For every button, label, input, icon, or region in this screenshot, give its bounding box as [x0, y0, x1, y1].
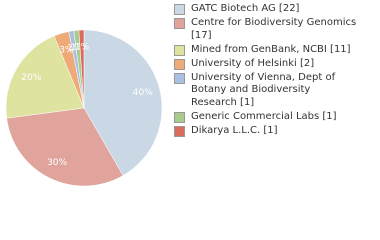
legend-item: Mined from GenBank, NCBI [11] [174, 44, 359, 57]
legend-label: University of Vienna, Dept of Botany and… [191, 71, 336, 108]
legend: GATC Biotech AG [22] Centre for Biodivers… [174, 3, 374, 139]
data-label: 1% [71, 43, 86, 53]
legend-swatch [174, 72, 185, 84]
pie: 40% 30% 20% 3%1%1%1% [5, 29, 163, 187]
data-label: 1% [67, 43, 82, 53]
legend-label: GATC Biotech AG [22] [191, 3, 300, 14]
legend-swatch [174, 4, 185, 15]
data-label: 40% [133, 88, 153, 98]
legend-swatch [174, 125, 185, 137]
legend-item: Generic Commercial Labs [1] [174, 111, 359, 124]
legend-label: University of Helsinki [2] [191, 57, 315, 69]
legend-item: GATC Biotech AG [22] [174, 3, 359, 16]
legend-label: Centre for Biodiversity Genomics [17] [191, 17, 357, 41]
data-label: 20% [21, 73, 41, 83]
data-label: 1% [75, 43, 90, 53]
legend-swatch [174, 44, 185, 56]
legend-item: Dikarya L.L.C. [1] [174, 125, 359, 138]
pie-slice [83, 29, 163, 176]
pie-slice [5, 35, 85, 119]
legend-swatch [174, 18, 185, 29]
legend-swatch [174, 111, 185, 123]
legend-label: Dikarya L.L.C. [1] [191, 124, 278, 136]
pie-slice [78, 29, 85, 109]
legend-label: Mined from GenBank, NCBI [11] [191, 43, 351, 55]
pie-slice [6, 107, 124, 187]
legend-swatch [174, 58, 185, 70]
data-label: 30% [47, 158, 67, 168]
legend-item: University of Helsinki [2] [174, 58, 359, 71]
legend-item: University of Vienna, Dept of Botany and… [174, 72, 359, 110]
legend-item: Centre for Biodiversity Genomics [17] [174, 17, 359, 42]
data-label: 3% [59, 45, 74, 55]
legend-label: Generic Commercial Labs [1] [191, 110, 337, 122]
